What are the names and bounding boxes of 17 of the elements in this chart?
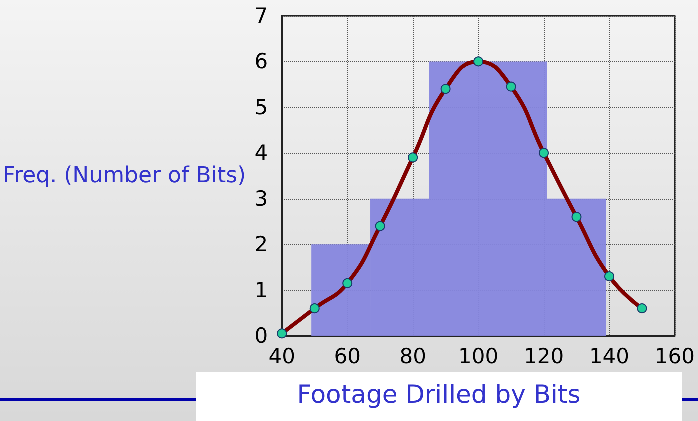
y-tick-label: 0 [254, 324, 268, 348]
x-tick-label: 80 [400, 344, 426, 368]
x-tick-label: 140 [589, 344, 630, 368]
y-axis-title: Freq. (Number of Bits) [2, 164, 246, 188]
x-tick-label: 100 [458, 344, 499, 368]
y-tick-label: 4 [254, 141, 268, 166]
y-tick-label: 1 [254, 278, 268, 302]
y-tick-label: 5 [254, 95, 268, 120]
y-tick-label: 6 [254, 50, 268, 74]
x-axis-title: Footage Drilled by Bits [196, 372, 682, 421]
x-tick-label: 60 [334, 344, 361, 368]
x-tick-label: 120 [524, 344, 564, 368]
y-tick-label: 7 [254, 4, 268, 28]
y-tick-label: 3 [254, 186, 268, 211]
x-tick-label: 40 [268, 344, 296, 368]
y-tick-label: 2 [254, 232, 268, 257]
x-tick-label: 160 [654, 344, 696, 368]
